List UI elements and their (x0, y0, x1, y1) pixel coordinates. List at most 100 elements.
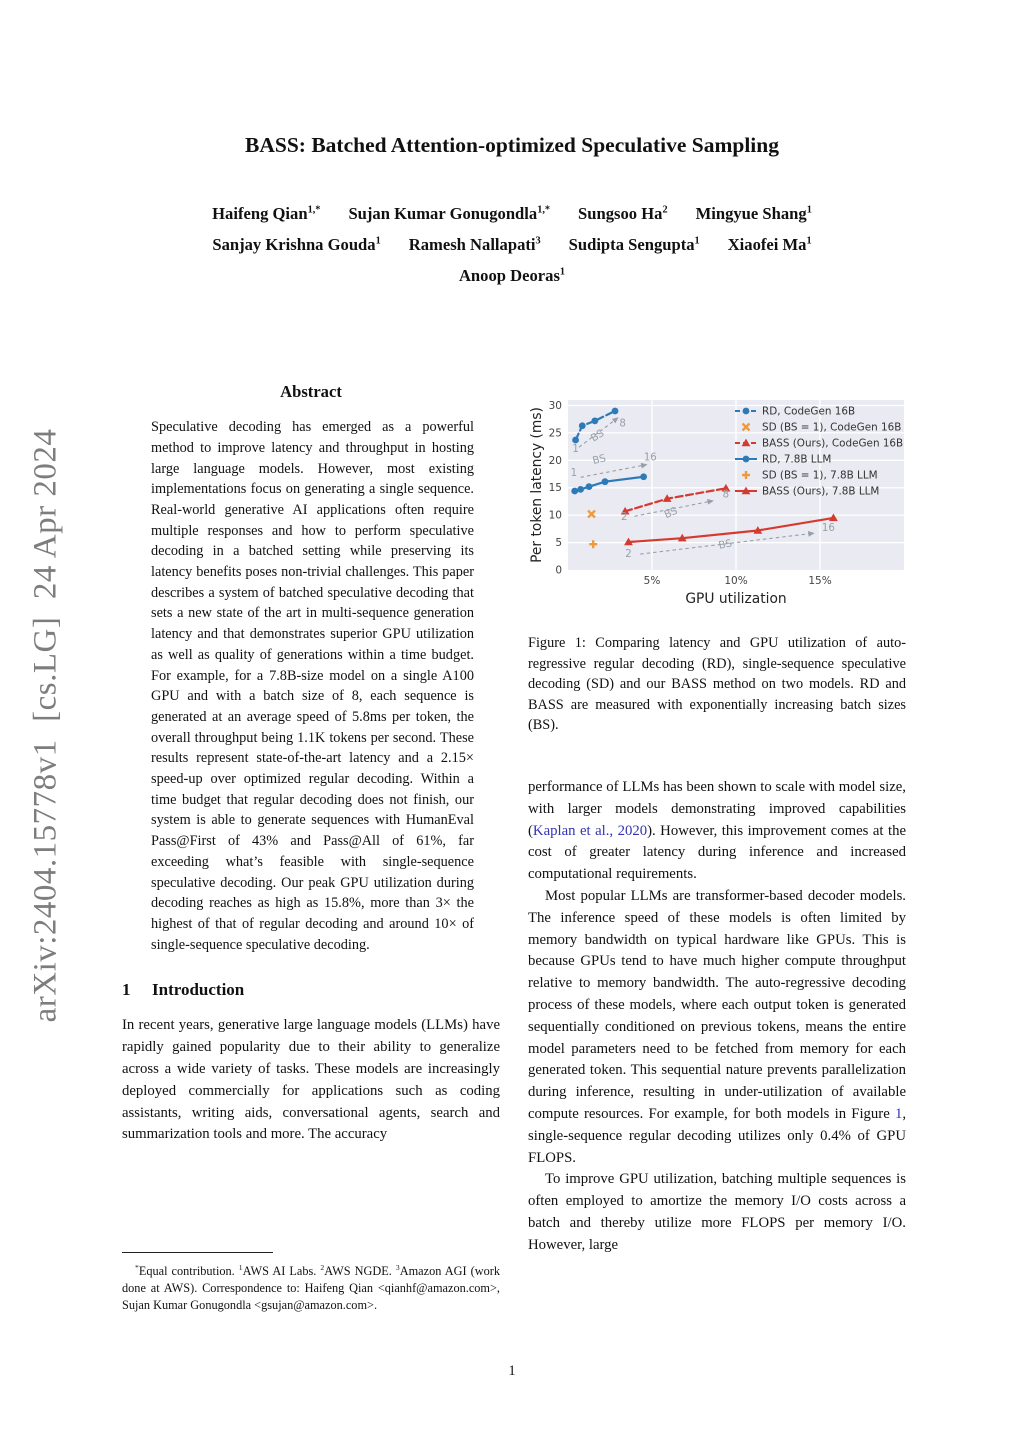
right-column: 0 5 10 15 20 25 30 5% 10% 15% GPU utilization Per t… (528, 382, 906, 1257)
text-segment: ). However, this improvement comes at th… (528, 822, 907, 883)
annotation-label: 16 (644, 452, 657, 463)
abstract-text: Speculative decoding has emerged as a po… (151, 419, 474, 953)
annotation-label: 1 (572, 444, 578, 455)
y-tick-label: 10 (549, 510, 562, 522)
footnote: *Equal contribution. 1AWS AI Labs. 2AWS … (122, 1252, 500, 1314)
data-point (741, 486, 751, 495)
author-name: Haifeng Qian (212, 203, 308, 223)
author-affiliation-sup: 3 (535, 235, 541, 247)
batch-size-arrow (634, 499, 714, 517)
author-affiliation-sup: 1 (806, 204, 812, 215)
citation-link[interactable]: Kaplan et al., 2020 (532, 822, 648, 839)
citation-link[interactable]: 1 (894, 1106, 903, 1123)
author: Sudipta Sengupta1 (569, 235, 700, 254)
author-affiliation-sup: 1 (375, 235, 381, 247)
paper-title: BASS: Batched Attention-optimized Specul… (245, 133, 779, 157)
author-affiliation-sup: 1,* (307, 204, 321, 215)
text-segment: Most popular LLMs are transformer-based … (528, 888, 906, 1123)
data-point (753, 526, 763, 534)
author: Sungsoo Ha2 (578, 204, 668, 223)
author-name: Anoop Deoras (458, 265, 560, 285)
data-point (571, 487, 579, 495)
arxiv-watermark-text: arXiv:2404.15778v1 [cs.LG] 24 Apr 2024 (27, 428, 64, 1022)
author: Mingyue Shang1 (696, 204, 812, 223)
two-column-body: Abstract Speculative decoding has emerge… (0, 382, 1024, 1257)
data-point (640, 473, 647, 481)
superscript: 3 (395, 1263, 400, 1272)
body-paragraph-1: performance of LLMs has been shown to sc… (528, 777, 906, 886)
annotation-label: BS (718, 538, 733, 552)
data-point (601, 478, 609, 486)
data-point (721, 483, 731, 492)
y-tick-label: 5 (555, 537, 562, 549)
section-heading-introduction: 1 Introduction (122, 980, 500, 1000)
author-name: Sujan Kumar Gonugondla (348, 203, 538, 223)
figure1-chart: 0 5 10 15 20 25 30 5% 10% 15% GPU utilization Per t… (529, 400, 904, 607)
author: Haifeng Qian1,* (212, 204, 320, 223)
author-affiliation-sup: 1 (806, 235, 812, 247)
data-point (624, 537, 633, 546)
data-point (741, 422, 751, 432)
data-point (662, 494, 672, 503)
data-point (578, 422, 586, 430)
text-segment: Amazon AGI (work done at AWS). Correspon… (122, 1264, 501, 1312)
y-tick-label: 15 (549, 482, 562, 494)
x-tick-label: 10% (724, 575, 747, 587)
text-segment: , single-sequence regular decoding utili… (528, 1106, 906, 1166)
annotation-label: 16 (822, 523, 835, 534)
annotation-label: BS (663, 506, 680, 521)
footnote-text: *Equal contribution. 1AWS AI Labs. 2AWS … (122, 1260, 500, 1314)
annotation-label: 1 (571, 468, 577, 479)
author: Sanjay Krishna Gouda1 (212, 235, 380, 254)
authors-line-3: Anoop Deoras1 (0, 258, 1024, 289)
y-tick-label: 30 (549, 400, 562, 412)
y-tick-label: 20 (549, 455, 562, 467)
annotation-label: 2 (625, 549, 631, 560)
x-tick-label: 15% (808, 575, 831, 587)
author-name: Sanjay Krishna Gouda (212, 234, 376, 254)
authors-line-1: Haifeng Qian1,* Sujan Kumar Gonugondla 1,*… (0, 196, 1024, 227)
data-point (611, 407, 619, 415)
x-axis-label: GPU utilization (685, 591, 786, 607)
author-name: Mingyue Shang (695, 203, 807, 223)
figure1: 0 5 10 15 20 25 30 5% 10% 15% GPU utilization Per t… (528, 394, 906, 616)
series-line (627, 516, 835, 544)
legend-label: RD, 7.8B LLM (762, 454, 831, 466)
author-affiliation-sup: 2 (662, 204, 668, 215)
author-name: Sudipta Sengupta (568, 234, 695, 254)
data-point (742, 407, 750, 415)
intro-paragraph: In recent years, generative large langua… (122, 1017, 500, 1143)
legend-label: SD (BS = 1), CodeGen 16B (762, 422, 901, 434)
text-segment: Equal contribution. (138, 1264, 239, 1279)
data-point (587, 509, 596, 519)
legend-label: BASS (Ours), CodeGen 16B (762, 438, 903, 450)
data-point (585, 483, 593, 491)
annotation-label: 8 (619, 418, 625, 429)
data-point (829, 513, 838, 522)
text-segment: AWS NGDE. (324, 1264, 396, 1279)
author-affiliation-sup: 1 (559, 266, 566, 278)
author-block: Haifeng Qian1,* Sujan Kumar Gonugondla 1,*… (0, 196, 1024, 289)
author: Xiaofei Ma1 (728, 235, 812, 254)
data-point (577, 486, 584, 493)
author-name: Sungsoo Ha (578, 203, 663, 223)
author-name: Xiaofei Ma (727, 234, 807, 254)
text-segment: performance of LLMs has been shown to sc… (528, 779, 906, 839)
body-paragraph-3: To improve GPU utilization, batching mul… (528, 1171, 906, 1253)
annotation-label: 2 (621, 512, 627, 523)
series-line (574, 409, 617, 442)
y-axis-label: Per token latency (ms) (529, 407, 545, 563)
y-tick-label: 25 (549, 427, 562, 439)
batch-size-arrow (580, 462, 648, 478)
section-title: Introduction (152, 980, 245, 1000)
y-tick-label: 0 (555, 565, 562, 577)
annotation-label: 8 (723, 490, 729, 501)
superscript: 1 (238, 1263, 243, 1272)
author: Anoop Deoras1 (459, 266, 565, 285)
batch-size-arrow (578, 417, 619, 448)
data-point (677, 533, 687, 542)
superscript: 2 (320, 1263, 325, 1272)
author: Ramesh Nallapati3 (409, 235, 541, 254)
author-name: Ramesh Nallapati (408, 234, 536, 254)
